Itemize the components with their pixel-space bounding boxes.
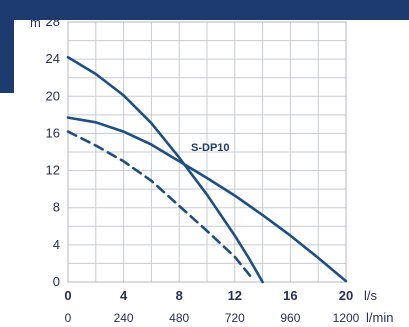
x2-tick-label: 1200	[333, 311, 360, 325]
series-line-3	[66, 130, 255, 281]
y-axis-unit: m	[30, 15, 41, 30]
x-tick-labels: 0 4 8 12 16 20	[64, 288, 353, 303]
x2-tick-label: 720	[225, 311, 245, 325]
x-tick-label: 12	[228, 288, 242, 303]
y-tick-label: 4	[53, 237, 60, 252]
x2-tick-label: 960	[280, 311, 300, 325]
grid	[67, 21, 347, 283]
y-tick-label: 20	[46, 88, 60, 103]
series-label-s-dp10: S-DP10	[191, 142, 230, 154]
x2-tick-label: 0	[65, 311, 72, 325]
x-tick-label: 20	[339, 288, 353, 303]
x-tick-label: 4	[120, 288, 128, 303]
x-axis-unit: l/s	[364, 288, 378, 303]
y-tick-label: 8	[53, 200, 60, 215]
x2-tick-labels: 0 240 480 720 960 1200	[65, 311, 360, 325]
series-line-1	[66, 116, 348, 283]
y-tick-label: 16	[46, 125, 60, 140]
series-line-2	[66, 56, 264, 284]
y-tick-label: 0	[53, 274, 60, 289]
y-tick-label: 24	[46, 51, 60, 66]
corner-band-shape	[0, 0, 409, 93]
x-tick-label: 0	[64, 288, 71, 303]
y-tick-labels: 0 4 8 12 16 20 24 28	[46, 14, 60, 289]
y-tick-label: 12	[46, 163, 60, 178]
x2-axis-unit: l/min	[366, 310, 393, 325]
x-tick-label: 16	[283, 288, 297, 303]
plot-frame	[67, 21, 347, 283]
x2-tick-label: 480	[169, 311, 189, 325]
x-tick-label: 8	[176, 288, 183, 303]
y-tick-label: 28	[46, 14, 60, 29]
x2-tick-label: 240	[114, 311, 134, 325]
series-group	[66, 56, 348, 284]
